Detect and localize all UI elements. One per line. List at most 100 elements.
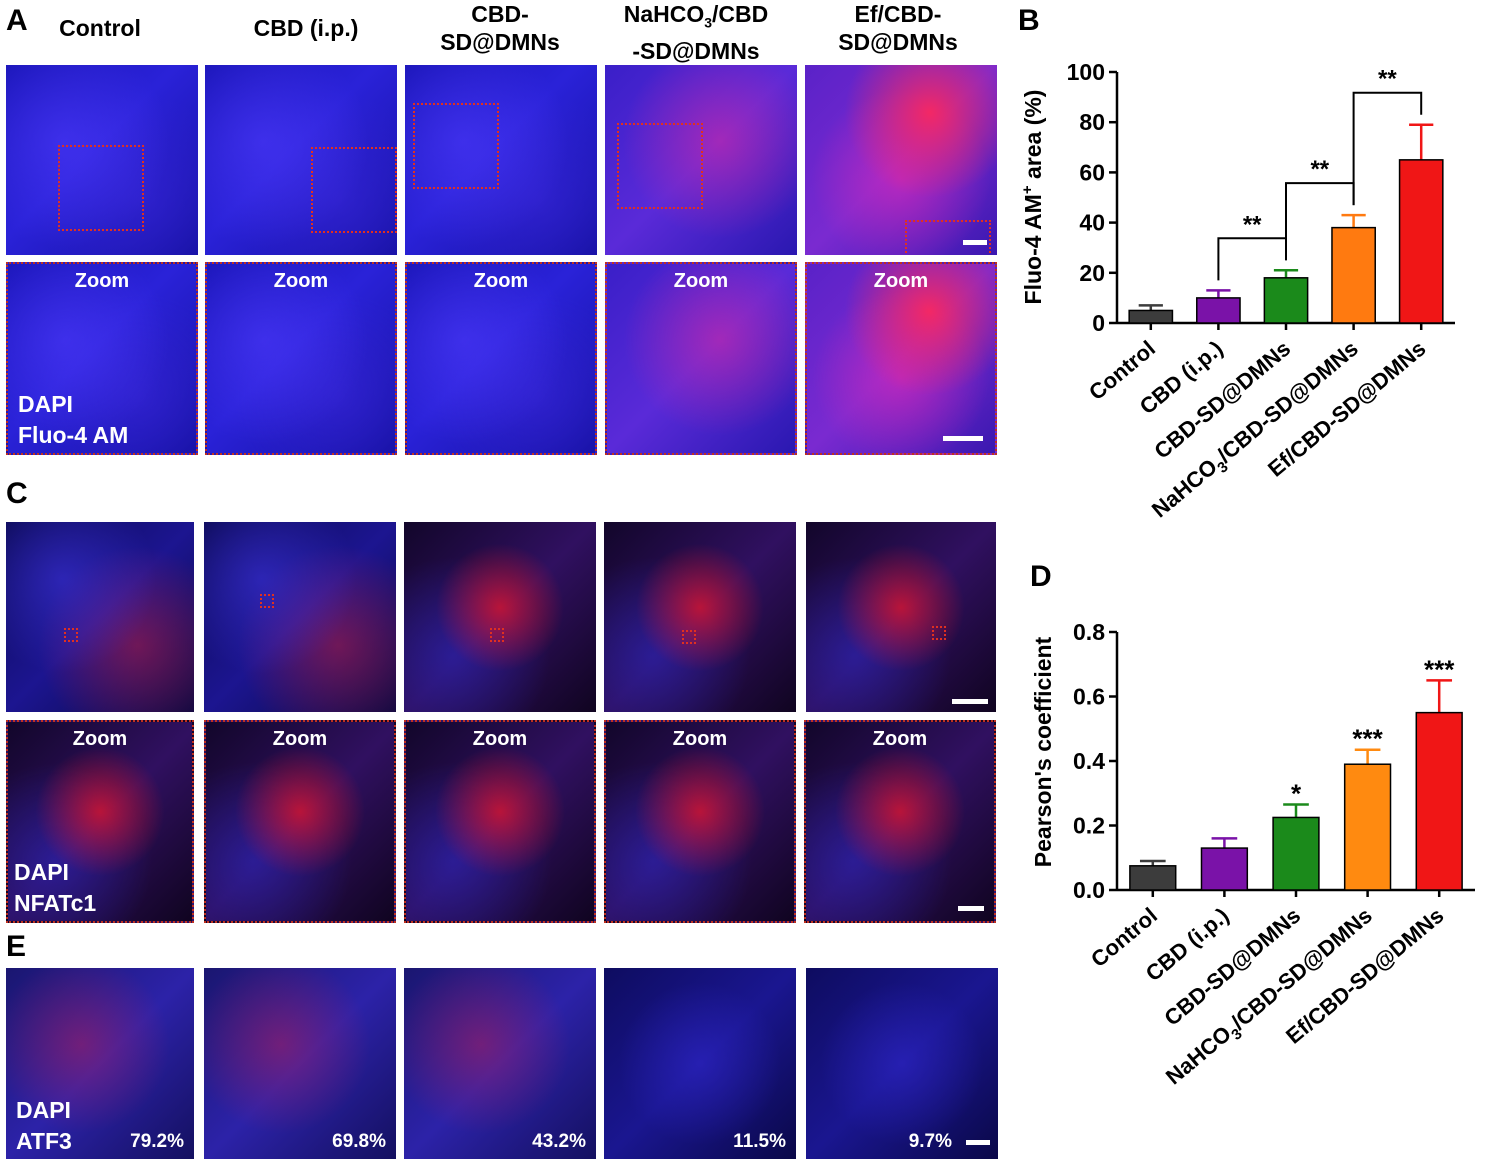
panel-label-c: C	[6, 477, 28, 510]
column-title-line: NaHCO	[623, 1, 705, 27]
zoom-label: Zoom	[74, 270, 130, 292]
nfatc1-image-cbd-sd	[404, 522, 596, 712]
nfatc1-image-ef	[806, 522, 996, 712]
zoom-label: Zoom	[72, 728, 128, 750]
bar	[1331, 226, 1376, 324]
zoom-label: Zoom	[872, 728, 928, 750]
roi-box	[413, 103, 499, 189]
column-title-cbd-ip: CBD (i.p.)	[253, 15, 359, 41]
stain-label-dapi: DAPI	[16, 1097, 71, 1123]
atf3-image-control: DAPI ATF3 79.2%	[6, 968, 194, 1159]
y-tick-label: 60	[1079, 159, 1105, 185]
column-title-line: CBD-	[471, 1, 529, 27]
roi-box	[490, 628, 504, 642]
atf3-percentage: 9.7%	[908, 1131, 952, 1152]
significance-label: **	[1243, 211, 1262, 238]
atf3-percentage: 79.2%	[130, 1131, 184, 1152]
scale-bar	[963, 240, 987, 245]
fluo4-zoom-control: Zoom DAPI Fluo-4 AM	[6, 262, 198, 455]
bar	[1128, 309, 1174, 324]
stain-legend-a: DAPI Fluo-4 AM	[18, 389, 128, 451]
scale-bar	[943, 436, 983, 441]
scale-bar	[966, 1140, 990, 1145]
column-title-subscript: 3	[704, 14, 713, 31]
significance-label: ***	[1352, 724, 1383, 754]
stain-label-fluo4: Fluo-4 AM	[18, 422, 129, 448]
fluo4-zoom-cbd-ip: Zoom	[205, 262, 397, 455]
panel-label-e: E	[6, 930, 27, 963]
roi-box	[58, 145, 144, 231]
zoom-label: Zoom	[673, 270, 729, 292]
significance-bracket	[1217, 237, 1287, 281]
scale-bar	[958, 906, 984, 911]
bar	[1272, 816, 1320, 891]
zoom-label: Zoom	[672, 728, 728, 750]
fluo4-zoom-nahco3: Zoom	[605, 262, 797, 455]
bar	[1196, 297, 1241, 324]
zoom-label: Zoom	[272, 728, 328, 750]
nfatc1-zoom-control: Zoom DAPI NFATc1	[6, 720, 194, 923]
nfatc1-zoom-cbd-ip: Zoom	[204, 720, 396, 923]
nfatc1-image-nahco3	[604, 522, 796, 712]
significance-bracket	[1352, 91, 1423, 206]
y-tick-label: 20	[1079, 260, 1105, 286]
roi-box	[311, 147, 397, 233]
roi-box	[932, 626, 946, 640]
roi-box	[682, 630, 696, 644]
zoom-label: Zoom	[473, 270, 529, 292]
column-title-line: Ef/CBD-	[854, 1, 942, 27]
bar	[1263, 277, 1309, 324]
stain-legend-e: DAPI ATF3	[16, 1095, 72, 1157]
y-tick-label: 100	[1067, 59, 1105, 85]
bar	[1398, 159, 1444, 324]
y-tick-label: 0.8	[1073, 619, 1105, 645]
nfatc1-zoom-nahco3: Zoom	[604, 720, 796, 923]
roi-box	[905, 220, 991, 255]
y-tick-label: 0.0	[1073, 877, 1105, 903]
fluo4-image-ef	[805, 65, 997, 255]
y-tick-label: 0.2	[1073, 813, 1105, 839]
column-title-line: /CBD	[712, 1, 769, 27]
y-tick-label: 0.4	[1073, 748, 1105, 774]
zoom-label: Zoom	[472, 728, 528, 750]
nfatc1-image-control	[6, 522, 194, 712]
y-axis-title: Fluo-4 AM+ area (%)	[1019, 90, 1046, 305]
column-title-line: SD@DMNs	[838, 29, 958, 55]
y-tick-label: 0	[1092, 310, 1105, 336]
column-title-nahco3: NaHCO3/CBD -SD@DMNs	[596, 0, 796, 65]
roi-box	[617, 123, 703, 209]
bar	[1200, 847, 1249, 891]
bar	[1343, 763, 1392, 891]
atf3-image-nahco3: 11.5%	[604, 968, 796, 1159]
roi-box	[64, 628, 78, 642]
column-title-ef: Ef/CBD- SD@DMNs	[798, 0, 998, 56]
column-title-line: -SD@DMNs	[632, 37, 760, 64]
zoom-label: Zoom	[873, 270, 929, 292]
atf3-image-cbd-sd: 43.2%	[404, 968, 596, 1159]
fluo4-zoom-cbd-sd: Zoom	[405, 262, 597, 455]
significance-label: **	[1378, 66, 1397, 93]
y-tick-label: 0.6	[1073, 684, 1105, 710]
bar	[1129, 865, 1177, 891]
stain-label-dapi: DAPI	[18, 391, 73, 417]
stain-label-atf3: ATF3	[16, 1128, 72, 1154]
significance-label: **	[1310, 156, 1329, 183]
panel-label-d: D	[1030, 560, 1052, 593]
nfatc1-zoom-ef: Zoom	[804, 720, 996, 923]
fluo4-zoom-ef: Zoom	[805, 262, 997, 455]
fluo4-image-cbd-ip	[205, 65, 397, 255]
stain-label-dapi: DAPI	[14, 859, 69, 885]
y-tick-label: 80	[1079, 109, 1105, 135]
fluo4-image-cbd-sd	[405, 65, 597, 255]
atf3-percentage: 69.8%	[332, 1131, 386, 1152]
column-title-line: SD@DMNs	[440, 29, 560, 55]
panel-label-a: A	[6, 4, 28, 37]
bar	[1415, 711, 1463, 891]
column-title-control: Control	[59, 15, 141, 41]
nfatc1-image-cbd-ip	[204, 522, 396, 712]
roi-box	[260, 594, 274, 608]
atf3-percentage: 11.5%	[733, 1131, 786, 1152]
column-title-cbd-sd: CBD- SD@DMNs	[400, 0, 600, 56]
